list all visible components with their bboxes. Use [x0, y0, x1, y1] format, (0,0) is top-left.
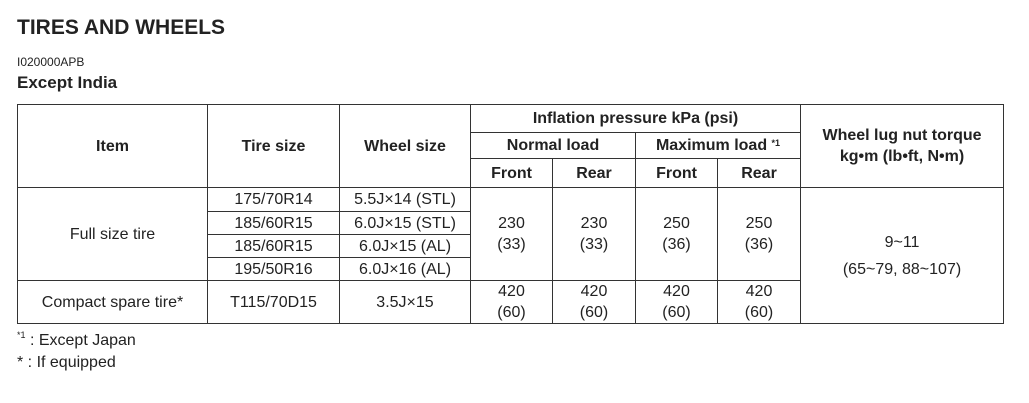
cell: 250 (36) [716, 187, 802, 281]
cell: 3.5J×15 [339, 280, 471, 324]
cell-text: (65~79, 88~107) [842, 260, 962, 278]
cell: 185/60R15 [207, 234, 340, 258]
header-cell: Wheel lug nut torque kg•m (lb•ft, N•m) [800, 104, 1005, 188]
note-mark: *1 [17, 330, 26, 340]
header-cell: Tire size [207, 104, 340, 188]
cell: 420 (60) [635, 280, 718, 324]
header-text: Maximum load [655, 137, 768, 154]
cell: Full size tire [17, 187, 208, 281]
footnote-text: : Except Japan [25, 332, 136, 349]
header-cell: Inflation pressure kPa (psi) [469, 104, 802, 133]
footnote: * : If equipped [17, 354, 116, 372]
cell: 6.0J×16 (AL) [339, 257, 471, 281]
header-cell: Front [635, 158, 718, 188]
cell: 230 (33) [470, 187, 553, 281]
header-cell: Item [17, 104, 208, 188]
cell: 195/50R16 [207, 257, 340, 281]
cell: 420 (60) [470, 280, 553, 324]
cell: 250 (36) [635, 187, 718, 281]
cell: 230 (33) [552, 187, 636, 281]
cell: 185/60R15 [207, 211, 340, 235]
subtitle: Except India [17, 73, 118, 92]
cell: 420 (60) [716, 280, 802, 324]
footnote: *1 : Except Japan [17, 330, 136, 350]
cell: 6.0J×15 (STL) [339, 211, 471, 235]
header-cell: Normal load [470, 132, 636, 159]
cell: 9~11 (65~79, 88~107) [800, 187, 1005, 324]
header-cell: Rear [716, 158, 802, 188]
footnote-text: : If equipped [23, 354, 116, 371]
header-cell: Front [470, 158, 553, 188]
title: TIRES AND WHEELS [17, 16, 226, 39]
header-cell: Rear [552, 158, 636, 188]
note-mark: *1 [771, 138, 781, 148]
code: I020000APB [17, 55, 85, 69]
cell: 6.0J×15 (AL) [339, 234, 471, 258]
header-cell: Maximum load *1 [634, 132, 802, 159]
cell: Compact spare tire* [17, 280, 208, 324]
cell: 175/70R14 [207, 187, 340, 212]
cell: 5.5J×14 (STL) [339, 187, 471, 212]
cell: 420 (60) [552, 280, 636, 324]
cell: T115/70D15 [207, 280, 340, 324]
spec-table: Item Tire size Wheel size Inflation pres… [17, 104, 1005, 324]
cell-text: 9~11 [884, 233, 920, 251]
note-mark: * [17, 354, 24, 371]
header-cell: Wheel size [339, 104, 471, 188]
